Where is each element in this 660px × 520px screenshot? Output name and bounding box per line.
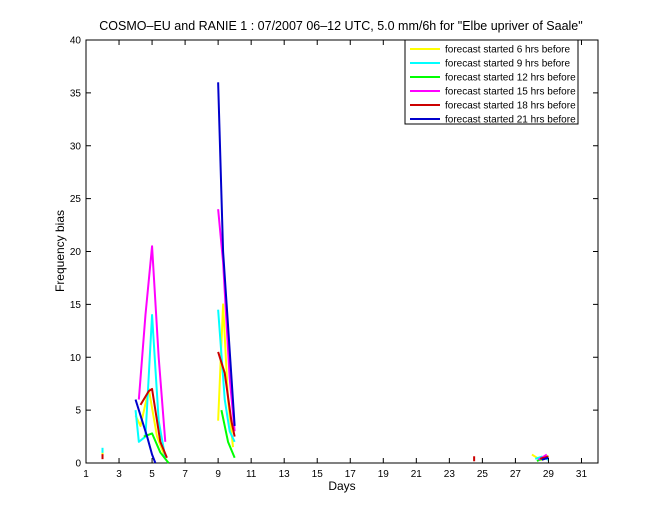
legend-label: forecast started 18 hrs before <box>445 101 576 112</box>
series-line <box>217 351 236 437</box>
x-tick-label: 25 <box>477 469 489 480</box>
legend-item: forecast started 9 hrs before <box>410 59 571 70</box>
series-line <box>539 455 549 460</box>
x-tick-label: 9 <box>215 469 221 480</box>
x-tick-label: 19 <box>378 469 390 480</box>
legend-label: forecast started 15 hrs before <box>445 87 576 98</box>
series-line <box>137 245 167 442</box>
y-tick-label: 30 <box>70 141 82 152</box>
legend: forecast started 6 hrs before forecast st… <box>404 39 579 126</box>
x-tick-label: 11 <box>246 469 257 480</box>
series-line <box>220 409 236 459</box>
x-tick-label: 31 <box>576 469 588 480</box>
y-tick-label: 20 <box>70 247 82 258</box>
y-tick-label: 35 <box>70 88 82 99</box>
y-tick-label: 40 <box>70 36 82 47</box>
series-line <box>217 309 236 443</box>
legend-item: forecast started 18 hrs before <box>410 101 576 112</box>
x-tick-label: 17 <box>345 469 357 480</box>
series-line <box>541 456 549 461</box>
x-tick-label: 27 <box>510 469 522 480</box>
x-tick-label: 13 <box>279 469 291 480</box>
x-tick-label: 21 <box>411 469 423 480</box>
legend-item: forecast started 21 hrs before <box>410 115 576 126</box>
series-line <box>139 387 168 459</box>
y-tick-label: 25 <box>70 194 82 205</box>
legend-label: forecast started 9 hrs before <box>445 59 571 70</box>
y-axis: 0 5 10 15 20 25 30 35 40 <box>70 36 598 470</box>
x-tick-label: 1 <box>83 469 89 480</box>
series-6 <box>134 82 549 464</box>
legend-label: forecast started 21 hrs before <box>445 115 576 126</box>
series-layer <box>101 82 549 464</box>
x-tick-label: 15 <box>312 469 324 480</box>
x-tick-label: 5 <box>149 469 155 480</box>
legend-item: forecast started 6 hrs before <box>410 45 571 56</box>
x-axis-label: Days <box>328 479 355 493</box>
legend-label: forecast started 6 hrs before <box>445 45 571 56</box>
y-tick-label: 5 <box>75 406 81 417</box>
legend-label: forecast started 12 hrs before <box>445 73 576 84</box>
x-tick-label: 3 <box>116 469 122 480</box>
y-tick-label: 10 <box>70 353 82 364</box>
legend-box <box>404 39 579 125</box>
series-line <box>217 82 236 427</box>
x-tick-label: 23 <box>444 469 456 480</box>
series-line <box>143 432 170 464</box>
x-tick-label: 29 <box>543 469 555 480</box>
y-tick-label: 15 <box>70 300 82 311</box>
legend-item: forecast started 12 hrs before <box>410 73 576 84</box>
series-line <box>134 399 157 464</box>
series-line <box>134 313 167 458</box>
series-line <box>217 209 236 432</box>
y-axis-label: Frequency bias <box>53 210 67 292</box>
legend-entries: forecast started 6 hrs before forecast st… <box>410 45 576 126</box>
y-tick-label: 0 <box>75 459 81 470</box>
x-tick-label: 7 <box>182 469 188 480</box>
chart-title: COSMO–EU and RANIE 1 : 07/2007 06–12 UTC… <box>99 19 582 33</box>
legend-item: forecast started 15 hrs before <box>410 87 576 98</box>
series-5 <box>101 351 549 462</box>
